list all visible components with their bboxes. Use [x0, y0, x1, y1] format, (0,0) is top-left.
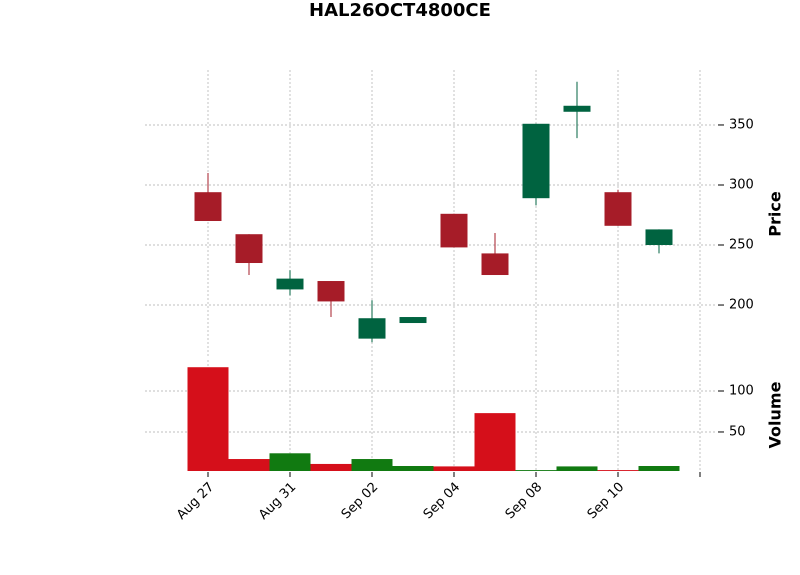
candle-body [440, 213, 468, 248]
y-tick-label: 300 [729, 177, 754, 192]
volume-bar [433, 466, 475, 471]
volume-bar [638, 465, 680, 471]
y-tick-label: 100 [729, 383, 754, 398]
chart-title: HAL26OCT4800CE [309, 0, 491, 21]
candle-body [194, 192, 222, 222]
candle-body [522, 123, 550, 199]
volume-bar [515, 470, 557, 471]
candle-body [358, 318, 386, 339]
candle-body [276, 278, 304, 290]
x-tick-label: Sep 04 [421, 480, 464, 523]
candle-body [563, 105, 591, 112]
x-tick-label: Sep 08 [503, 480, 546, 523]
candle-body [399, 317, 427, 324]
y-tick-label: 250 [729, 238, 754, 253]
candle-body [235, 234, 263, 264]
x-tick-label: Sep 02 [339, 480, 382, 523]
candle-body [604, 192, 632, 226]
candle-body [645, 229, 673, 246]
x-tick-label: Sep 10 [585, 480, 628, 523]
y-tick-label: 50 [729, 424, 746, 439]
volume-axis-label: Volume [766, 381, 785, 448]
volume-bar [474, 413, 516, 471]
x-tick-label: Aug 27 [174, 480, 217, 523]
volume-bar [269, 453, 311, 471]
volume-bar [351, 459, 393, 471]
x-tick-label: Aug 31 [256, 480, 299, 523]
volume-bar [187, 367, 229, 471]
y-tick-label: 200 [729, 298, 754, 313]
candle-body [317, 281, 345, 302]
y-axis-label: Price [766, 191, 785, 237]
volume-bar [228, 459, 270, 471]
y-tick-label: 350 [729, 117, 754, 132]
volume-bar [392, 465, 434, 471]
volume-bar [597, 470, 639, 471]
volume-bar [310, 463, 352, 471]
volume-bar [556, 466, 598, 471]
candle-body [481, 253, 509, 276]
